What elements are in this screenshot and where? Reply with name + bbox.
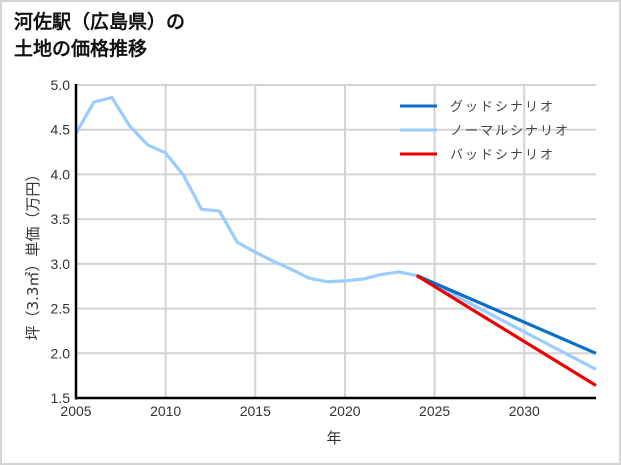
legend-label: グッドシナリオ [450,100,555,115]
series-line [415,274,597,387]
y-tick-label: 2.0 [51,345,71,361]
title-line-1: 河佐駅（広島県）の [14,11,186,33]
x-tick-label: 2030 [509,403,540,419]
y-tick-label: 3.5 [51,211,71,227]
chart-title: 河佐駅（広島県）の 土地の価格推移 [14,9,185,63]
series-lines [74,95,597,387]
y-tick-label: 4.5 [51,122,71,138]
y-tick-label: 1.5 [51,390,71,406]
x-tick-label: 2020 [329,403,360,419]
x-tick-label: 2015 [240,403,271,419]
x-tick-label: 2010 [150,403,181,419]
x-tick-label: 2005 [60,403,91,419]
y-tick-label: 5.0 [51,77,71,93]
series-line [416,274,597,355]
y-axis-label: 坪（3.3㎡）単価（万円） [24,167,42,341]
series-line [74,95,597,371]
y-tick-label: 2.5 [51,301,71,317]
tick-labels: 2005 2010 2015 2020 2025 2030 1.5 2.0 2.5 3.0 3.5 4… [51,77,541,419]
y-tick-label: 4.0 [51,166,71,182]
axes [74,84,596,400]
legend-label: ノーマルシナリオ [450,124,570,139]
y-tick-label: 3.0 [51,256,71,272]
x-axis-label: 年 [326,429,341,447]
legend-label: バッドシナリオ [450,148,555,163]
title-line-2: 土地の価格推移 [14,38,148,60]
x-tick-label: 2025 [419,403,450,419]
